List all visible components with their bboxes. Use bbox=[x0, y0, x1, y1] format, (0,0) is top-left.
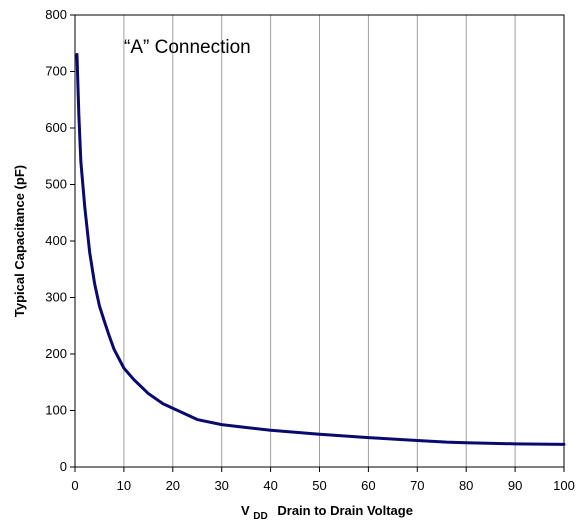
x-tick-label: 80 bbox=[459, 478, 473, 493]
y-tick-label: 500 bbox=[45, 177, 67, 192]
annotation-a-connection: “A” Connection bbox=[124, 37, 251, 58]
capacitance-data-point bbox=[196, 418, 199, 421]
x-axis-title-subscript: DD bbox=[253, 511, 267, 522]
capacitance-data-point bbox=[514, 443, 516, 445]
capacitance-data-point bbox=[416, 439, 419, 442]
capacitance-data-point bbox=[245, 426, 247, 429]
x-tick-label: 40 bbox=[263, 478, 277, 493]
x-tick-label: 0 bbox=[71, 478, 78, 493]
capacitance-data-point bbox=[172, 407, 174, 410]
x-tick-label: 70 bbox=[410, 478, 424, 493]
x-axis-title-rest: Drain to Drain Voltage bbox=[277, 503, 413, 518]
x-tick-label: 100 bbox=[553, 478, 575, 493]
capacitance-curve bbox=[75, 53, 566, 446]
tick-layer: 0 10 20 30 40 50 60 70 80 90 100 0 100 200 300 400 500 60… bbox=[45, 7, 575, 493]
y-tick-label: 700 bbox=[45, 64, 67, 79]
y-tick-label: 800 bbox=[45, 7, 67, 22]
x-tick-label: 90 bbox=[508, 478, 522, 493]
y-tick-label: 100 bbox=[45, 403, 67, 418]
grid-layer bbox=[123, 15, 516, 467]
x-tick-label: 60 bbox=[361, 478, 375, 493]
capacitance-data-point bbox=[367, 436, 370, 439]
y-tick-label: 0 bbox=[60, 459, 67, 474]
capacitance-data-point bbox=[83, 206, 86, 208]
series-layer bbox=[75, 53, 566, 446]
x-tick-label: 20 bbox=[166, 478, 180, 493]
x-tick-label: 10 bbox=[117, 478, 131, 493]
capacitance-data-point bbox=[445, 441, 448, 443]
y-tick-label: 600 bbox=[45, 120, 67, 135]
capacitance-data-point bbox=[88, 251, 91, 254]
capacitance-data-point bbox=[132, 378, 135, 381]
y-tick-label: 400 bbox=[45, 233, 67, 248]
capacitance-data-point bbox=[563, 443, 565, 446]
capacitance-data-point bbox=[78, 115, 80, 118]
capacitance-data-point bbox=[162, 402, 164, 405]
x-tick-label: 50 bbox=[312, 478, 326, 493]
capacitance-data-point bbox=[93, 282, 96, 285]
capacitance-data-point bbox=[80, 161, 82, 163]
capacitance-data-point bbox=[123, 367, 125, 369]
capacitance-data-point bbox=[108, 335, 111, 337]
x-axis-title: V DD Drain to Drain Voltage bbox=[241, 503, 413, 522]
capacitance-data-point bbox=[220, 423, 223, 426]
y-tick-label: 200 bbox=[45, 346, 67, 361]
capacitance-data-point bbox=[318, 433, 321, 436]
capacitance-data-point bbox=[147, 392, 150, 395]
capacitance-data-point bbox=[113, 348, 115, 351]
y-tick-label: 300 bbox=[45, 290, 67, 305]
capacitance-data-point bbox=[76, 53, 78, 56]
capacitance-data-point bbox=[98, 305, 101, 307]
capacitance-data-point bbox=[103, 320, 106, 323]
y-axis-title: Typical Capacitance (pF) bbox=[12, 165, 27, 317]
capacitance-data-point bbox=[269, 429, 272, 432]
x-axis-title-main: V bbox=[241, 503, 250, 518]
x-tick-label: 30 bbox=[214, 478, 228, 493]
capacitance-data-point bbox=[465, 441, 468, 444]
